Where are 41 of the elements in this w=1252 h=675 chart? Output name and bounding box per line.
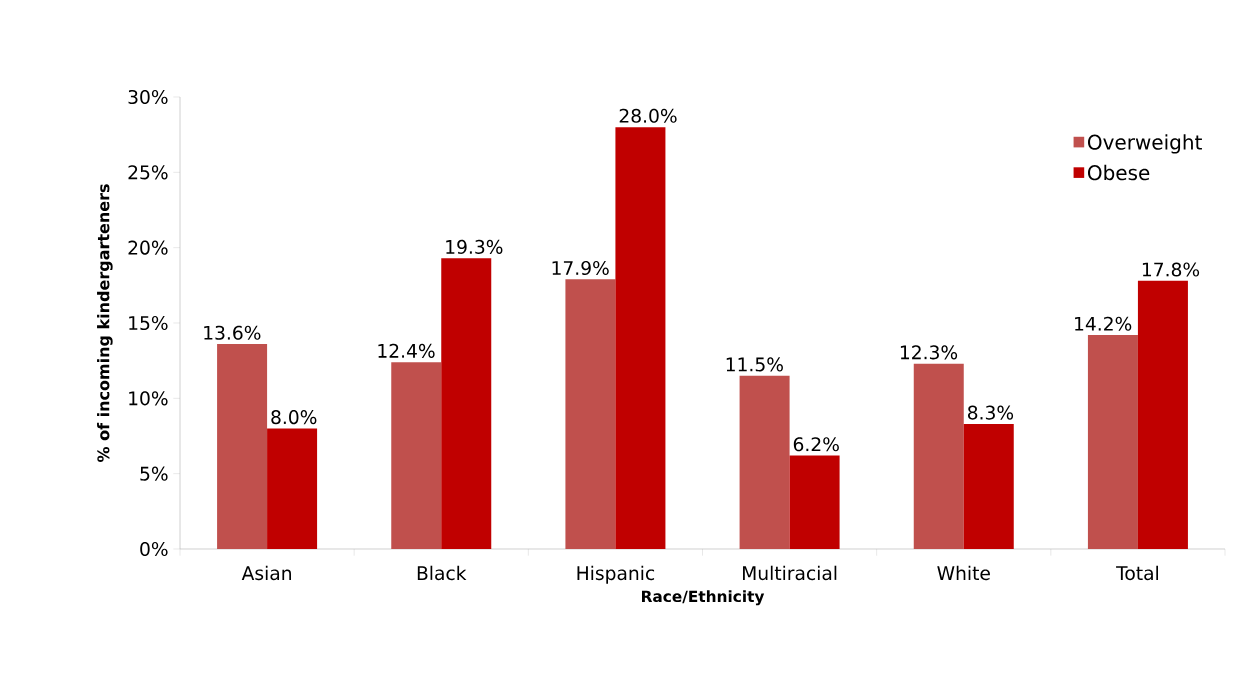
bar [1137, 280, 1188, 549]
data-label: 17.8% [1142, 262, 1200, 277]
x-tick-label: White [937, 565, 990, 581]
legend-label: Obese [1087, 164, 1150, 181]
y-tick-label: 25% [128, 165, 168, 180]
x-tick-label: Black [417, 565, 467, 581]
data-label: 17.9% [552, 260, 609, 276]
bar [217, 344, 268, 549]
x-tick-label: Asian [241, 565, 291, 581]
data-label: 11.5% [726, 357, 783, 372]
y-axis-title: % of incoming kindergarteners [97, 184, 113, 462]
bar [267, 428, 318, 549]
x-tick-label: Total [1116, 565, 1158, 581]
x-tick-label: Multiracial [743, 565, 837, 581]
y-tick-label: 5% [140, 466, 168, 481]
bar [441, 258, 492, 549]
bar [963, 423, 1014, 549]
bar [789, 455, 840, 549]
data-label: 28.0% [619, 108, 677, 123]
data-label: 6.2% [793, 437, 839, 452]
y-tick-label: 20% [128, 240, 168, 255]
data-label: 19.3% [446, 239, 503, 254]
bar [739, 375, 790, 549]
data-label: 14.2% [1075, 316, 1132, 331]
data-label: 13.6% [204, 325, 261, 340]
data-label: 12.4% [378, 343, 435, 358]
bar [391, 362, 442, 549]
y-tick-label: 15% [129, 315, 168, 331]
legend-label: Overweight [1087, 134, 1202, 154]
y-tick-label: 30% [128, 89, 168, 105]
x-axis-title: Race/Ethnicity [642, 590, 765, 606]
bar [615, 127, 666, 549]
y-tick-label: 0% [140, 541, 168, 557]
data-label: 8.0% [271, 410, 317, 425]
bar [1087, 335, 1138, 549]
bar [565, 279, 616, 549]
data-label: 12.3% [900, 345, 958, 360]
x-tick-label: Hispanic [577, 565, 655, 584]
bar [913, 363, 964, 549]
data-label: 8.3% [967, 405, 1014, 420]
y-tick-label: 10% [129, 391, 168, 406]
